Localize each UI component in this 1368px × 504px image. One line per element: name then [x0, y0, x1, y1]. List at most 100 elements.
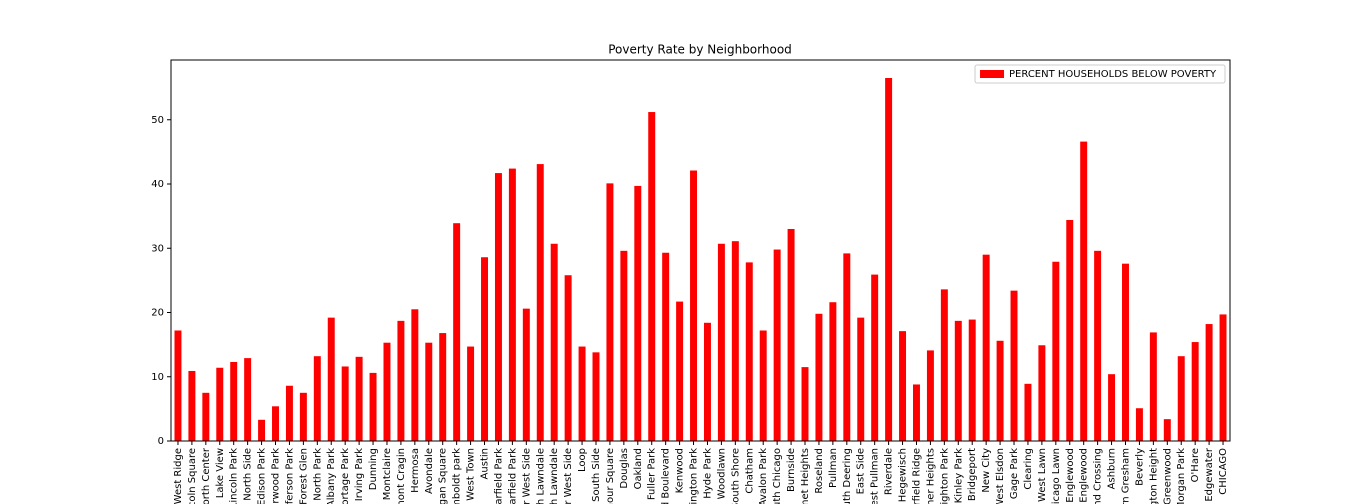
bar	[536, 164, 544, 441]
x-tick-label: Lake View	[215, 448, 226, 498]
x-tick-label: Bridgeport	[967, 448, 978, 501]
x-tick-label: Washington Park	[689, 448, 700, 504]
x-tick-label: South Chicago	[772, 448, 783, 504]
bar	[606, 183, 614, 441]
bar	[1149, 332, 1157, 441]
bar	[815, 313, 823, 441]
bar	[1024, 383, 1032, 441]
bar	[1066, 219, 1074, 441]
x-tick-label: Montclaire	[382, 448, 393, 500]
bar	[550, 243, 558, 441]
bar	[522, 308, 530, 441]
bar	[1191, 342, 1199, 441]
x-tick-label: Albany Park	[326, 448, 337, 504]
bar	[1052, 261, 1060, 441]
bar	[355, 356, 363, 441]
bar	[216, 367, 224, 441]
y-tick-label: 10	[151, 372, 164, 383]
bar	[299, 392, 307, 441]
x-tick-label: Portage Park	[340, 448, 351, 504]
x-tick-label: Burnside	[786, 448, 797, 492]
x-tick-label: Jefferson Park	[284, 448, 295, 504]
x-tick-label: Edgewater	[1204, 447, 1215, 502]
x-tick-label: Hermosa	[410, 448, 421, 493]
x-tick-label: Armour Square	[605, 448, 616, 504]
x-tick-label: Edison Park	[257, 448, 268, 504]
x-tick-label: Belmont Cragin	[396, 448, 407, 504]
bar	[383, 342, 391, 441]
legend-label: PERCENT HOUSEHOLDS BELOW POVERTY	[1009, 69, 1217, 80]
x-tick-label: Chicago Lawn	[1051, 448, 1062, 504]
bar	[1108, 374, 1116, 441]
x-tick-label: Fuller Park	[647, 448, 658, 500]
x-tick-label: Gage Park	[1009, 448, 1020, 499]
y-tick-label: 30	[151, 243, 164, 254]
bar	[327, 317, 335, 441]
bar	[954, 320, 962, 441]
bar	[912, 384, 920, 441]
bar	[690, 170, 698, 441]
x-tick-label: Ashburn	[1107, 448, 1118, 489]
bar	[787, 228, 795, 441]
y-tick-label: 20	[151, 308, 164, 319]
bar	[341, 366, 349, 441]
bar	[494, 173, 502, 441]
x-tick-label: Humboldt park	[452, 448, 463, 504]
bar	[996, 340, 1004, 441]
bar	[843, 253, 851, 441]
bar	[592, 352, 600, 441]
plot-frame	[170, 59, 1231, 442]
x-tick-label: Loop	[577, 448, 588, 472]
bar	[564, 275, 572, 441]
bar	[801, 367, 809, 441]
x-tick-label: Englewood	[1079, 448, 1090, 503]
x-tick-label: Austin	[480, 448, 491, 479]
bar	[899, 331, 907, 441]
y-tick-label: 0	[158, 436, 164, 447]
bar	[285, 385, 293, 441]
bar	[481, 257, 489, 441]
x-tick-label: Douglas	[619, 448, 630, 489]
x-tick-label: Near South Side	[591, 448, 602, 504]
x-tick-label: Near West Side	[521, 448, 532, 504]
x-tick-label: Avondale	[424, 448, 435, 494]
bar	[885, 77, 893, 442]
bar	[1177, 356, 1185, 441]
x-tick-label: McKinley Park	[953, 448, 964, 504]
bar	[397, 320, 405, 441]
x-tick-label: Lincoln Park	[229, 448, 240, 504]
x-tick-label: Lincoln Square	[187, 448, 198, 504]
x-tick-label: Woodlawn	[716, 448, 727, 499]
x-tick-label: South Deering	[842, 448, 853, 504]
bar	[1205, 324, 1213, 441]
x-tick-label: West Lawn	[1037, 448, 1048, 502]
x-tick-label: West Elsdon	[995, 448, 1006, 504]
y-tick-label: 50	[151, 115, 164, 126]
bar	[731, 241, 739, 441]
x-tick-label: Beverly	[1134, 448, 1145, 486]
x-tick-label: Oakland	[633, 448, 644, 489]
chart-title: Poverty Rate by Neighborhood	[608, 43, 792, 57]
bar	[467, 346, 475, 441]
y-tick-label: 40	[151, 179, 164, 190]
x-tick-label: Roseland	[814, 448, 825, 494]
bar	[648, 112, 656, 441]
x-tick-label: Irving Park	[354, 448, 365, 501]
x-tick-label: North Park	[312, 448, 323, 501]
bar	[202, 392, 210, 441]
bar	[230, 361, 238, 441]
legend	[974, 64, 1226, 84]
bar	[968, 319, 976, 441]
x-tick-label: Calumet Heights	[800, 448, 811, 504]
bar	[272, 406, 279, 441]
x-tick-label: Logan Square	[438, 448, 449, 504]
bar	[411, 309, 419, 441]
bar	[745, 262, 753, 441]
x-tick-label: South Lawndale	[549, 448, 560, 504]
bar	[703, 322, 711, 441]
x-tick-label: Norwood Park	[271, 448, 282, 504]
bar	[773, 249, 781, 441]
x-tick-label: North Center	[201, 447, 212, 504]
x-tick-label: Pullman	[828, 448, 839, 488]
